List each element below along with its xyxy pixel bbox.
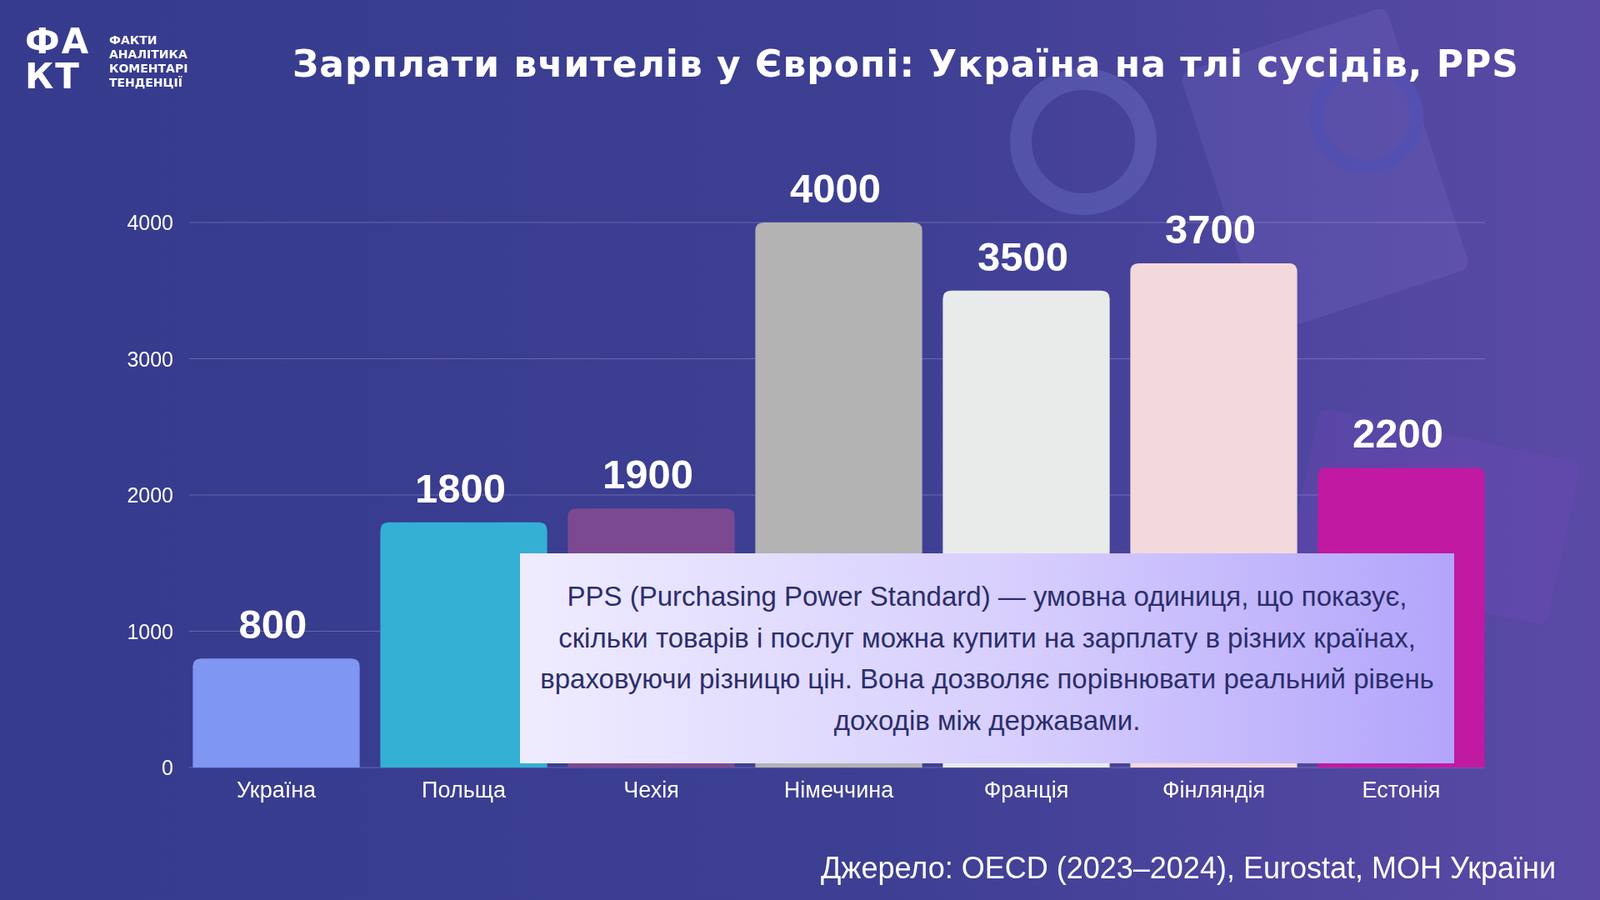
y-tick-label: 2000	[126, 483, 174, 507]
logo-text: АНАЛІТИКА	[109, 47, 188, 61]
chart: ФАКТФАКТИАНАЛІТИКАКОМЕНТАРІТЕНДЕНЦІЇЗарп…	[0, 0, 1600, 900]
data-label: 1900	[602, 451, 694, 497]
x-tick-label: Польща	[421, 777, 507, 803]
y-tick-label: 4000	[126, 210, 174, 235]
logo: ФАКТФАКТИАНАЛІТИКАКОМЕНТАРІТЕНДЕНЦІЇ	[25, 20, 188, 97]
bar	[192, 658, 360, 768]
x-tick-label: Естонія	[1362, 777, 1441, 803]
note-text: PPS (Purchasing Power Standard) — умовна…	[538, 575, 1436, 741]
y-tick-label: 0	[161, 755, 174, 780]
x-tick-label: Франція	[984, 777, 1070, 803]
data-label: 3500	[977, 234, 1069, 280]
grid	[189, 222, 1485, 768]
data-label: 1800	[415, 465, 506, 511]
x-tick-label: Україна	[236, 777, 317, 803]
y-tick-label: 3000	[126, 347, 174, 371]
note: PPS (Purchasing Power Standard) — умовна…	[520, 553, 1455, 764]
data-label: 3700	[1165, 206, 1256, 252]
logo-text: КОМЕНТАРІ	[109, 61, 188, 75]
x-tick-label: Фінляндія	[1162, 777, 1265, 803]
logo-mark: КТ	[25, 55, 81, 97]
x-tick-label: Чехія	[623, 777, 680, 803]
bars	[192, 222, 1485, 768]
y-tick-label: 1000	[126, 620, 174, 644]
logo-text: ФАКТИ	[109, 33, 157, 47]
title: Зарплати вчителів у Європі: Україна на т…	[292, 42, 1520, 85]
logo-text: ТЕНДЕНЦІЇ	[109, 75, 183, 90]
data-label: 4000	[790, 165, 881, 211]
deco-tape	[1020, 79, 1146, 205]
data-label: 800	[239, 601, 308, 647]
background	[0, 0, 1600, 900]
x-tick-label: Німеччина	[784, 777, 895, 803]
data-label: 2200	[1352, 410, 1444, 456]
source: Джерело: OECD (2023–2024), Eurostat, МОН…	[820, 850, 1556, 885]
